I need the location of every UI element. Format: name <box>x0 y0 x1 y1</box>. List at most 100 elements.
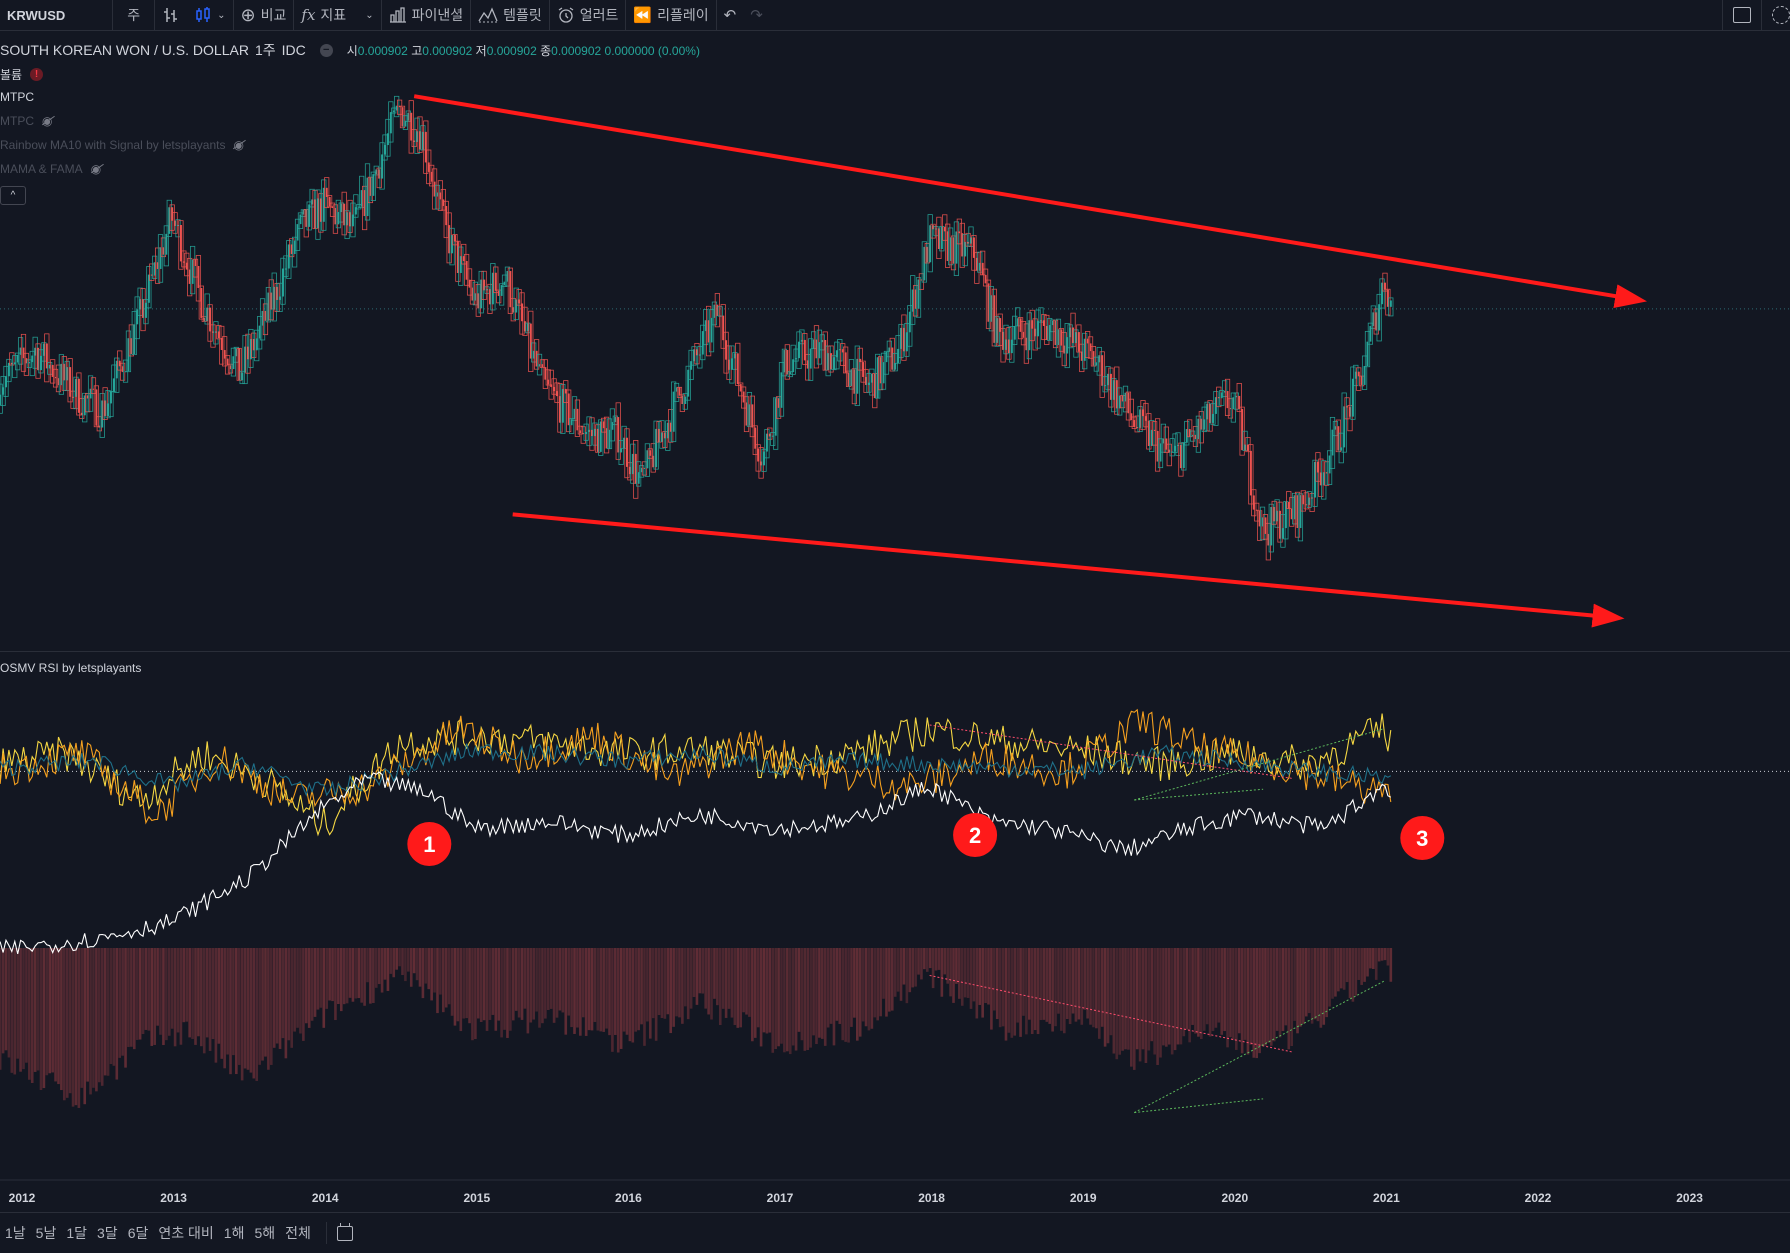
candle-body <box>728 359 731 370</box>
histogram-bar <box>564 948 568 1035</box>
rsi-line-2 <box>0 708 1392 825</box>
pane-separator[interactable] <box>0 651 1790 652</box>
histogram-bar <box>736 948 740 1028</box>
candle <box>997 313 1003 347</box>
histogram-bar <box>634 948 638 1032</box>
replay-button[interactable]: ⏪ 리플레이 <box>626 0 715 30</box>
instrument-title[interactable]: SOUTH KOREAN WON / U.S. DOLLAR <box>0 42 249 58</box>
range-all[interactable]: 전체 <box>285 1225 311 1241</box>
candle <box>653 420 659 470</box>
histogram-bar <box>1348 948 1352 999</box>
indicator-label: MAMA & FAMA <box>0 162 83 176</box>
candle-body <box>302 209 305 215</box>
histogram-bar <box>838 948 842 1024</box>
collapse-legend-button[interactable]: ^ <box>0 186 26 205</box>
range-ytd[interactable]: 연초 대비 <box>158 1225 214 1241</box>
financials-button[interactable]: 파이낸셜 <box>382 0 471 30</box>
minus-icon[interactable]: − <box>319 43 333 57</box>
warning-icon[interactable]: ! <box>30 68 44 81</box>
candle <box>816 329 822 365</box>
bar-style-button[interactable] <box>155 0 187 30</box>
calendar-icon[interactable] <box>336 1222 353 1241</box>
indicators-label: 지표 <box>320 7 347 23</box>
histogram-bar <box>159 948 162 1035</box>
candle-range <box>1137 406 1143 432</box>
histogram-bar <box>759 948 763 1047</box>
candle-body <box>1124 392 1127 402</box>
candle-range <box>1152 421 1158 446</box>
range-6m[interactable]: 6달 <box>127 1225 149 1241</box>
legend-interval[interactable]: 1주 <box>254 42 276 58</box>
range-1m[interactable]: 1달 <box>66 1225 88 1241</box>
undo-button[interactable]: ↶ <box>717 0 744 30</box>
histogram-bar <box>71 948 75 1107</box>
histogram-bar <box>1147 948 1151 1051</box>
range-5y[interactable]: 5해 <box>254 1225 276 1241</box>
histogram-bar <box>724 948 728 1018</box>
indicator-volume[interactable]: 볼륨 ! <box>0 66 44 83</box>
candle-range <box>1324 461 1330 486</box>
candle-body <box>1153 429 1156 431</box>
eye-off-icon[interactable]: ◉ <box>42 114 53 128</box>
candles-button[interactable]: ⌄ <box>187 0 232 30</box>
candle <box>93 385 99 428</box>
candle-range <box>283 255 289 278</box>
candle-body <box>865 376 868 385</box>
symbol-search[interactable]: KRWUSD <box>0 0 112 30</box>
histogram-bar <box>86 948 89 1082</box>
candle-body <box>1098 355 1101 363</box>
indicators-button[interactable]: 𝑓x 지표 ⌄ <box>294 0 380 30</box>
indicator-mama-fama[interactable]: MAMA & FAMA ◉ <box>0 162 101 176</box>
compare-button[interactable]: ⊕ 비교 <box>234 0 294 30</box>
alert-button[interactable]: 얼러트 <box>550 0 626 30</box>
candle-body <box>806 360 809 369</box>
histogram-bar <box>576 948 579 1028</box>
histogram-bar <box>1232 948 1235 1041</box>
candle <box>1023 323 1029 364</box>
candle <box>1038 307 1044 323</box>
candle <box>1105 366 1111 391</box>
histogram-bar <box>614 948 617 1035</box>
interval-button[interactable]: 주 <box>113 0 154 30</box>
candle-body <box>1150 429 1153 446</box>
range-1d[interactable]: 1날 <box>5 1225 26 1241</box>
candle <box>773 397 779 450</box>
candle-body <box>1191 434 1194 437</box>
candle-range <box>466 268 473 296</box>
sub-pane-legend[interactable]: OSMV RSI by letsplayants <box>0 661 141 675</box>
candle-range <box>1379 278 1385 309</box>
histogram-bar <box>675 948 678 1017</box>
histogram-bar <box>118 948 122 1058</box>
templates-button[interactable]: 템플릿 <box>471 0 549 30</box>
histogram-bar <box>267 948 270 1070</box>
candle <box>1085 331 1091 358</box>
histogram-bar <box>701 948 705 994</box>
range-1y[interactable]: 1해 <box>223 1225 245 1241</box>
eye-off-icon[interactable]: ◉ <box>90 162 102 176</box>
candle-body <box>984 274 987 284</box>
eye-off-icon[interactable]: ◉ <box>233 138 244 152</box>
candle-body <box>1226 391 1229 409</box>
histogram-divergence-line <box>1134 1098 1264 1114</box>
candle-range <box>1312 459 1318 507</box>
candle <box>125 330 132 373</box>
candle-body <box>246 346 249 360</box>
histogram-bar <box>1080 948 1084 1025</box>
redo-button[interactable]: ↷ <box>743 0 770 30</box>
indicator-mtpc-hidden[interactable]: MTPC ◉ <box>0 114 52 128</box>
indicator-mtpc[interactable]: MTPC <box>0 90 34 104</box>
time-axis-label: 2012 <box>9 1191 36 1205</box>
indicator-rainbow-ma[interactable]: Rainbow MA10 with Signal by letsplayants… <box>0 138 244 152</box>
candle <box>79 397 85 419</box>
candle-body <box>1002 331 1005 350</box>
range-5d[interactable]: 5날 <box>35 1225 57 1241</box>
candle <box>1006 327 1012 360</box>
candle-body <box>252 338 255 351</box>
candle-body <box>544 367 547 380</box>
candle <box>507 267 513 314</box>
candle <box>665 420 671 451</box>
candle-body <box>386 133 389 146</box>
histogram-bar <box>649 948 652 1039</box>
range-3m[interactable]: 3달 <box>97 1225 118 1241</box>
